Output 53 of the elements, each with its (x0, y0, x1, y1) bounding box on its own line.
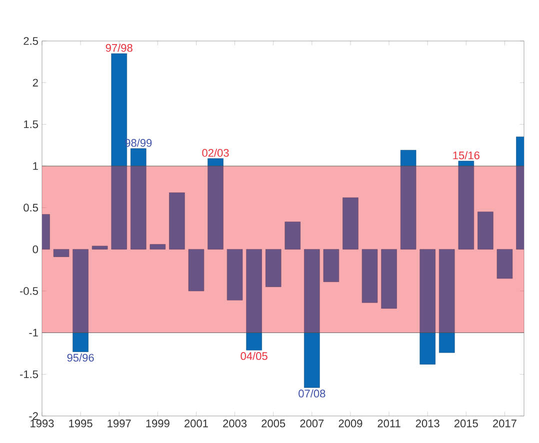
annotation: 97/98 (106, 44, 132, 52)
x-tick-label: 2005 (262, 420, 286, 428)
bar (304, 249, 320, 388)
y-tick-label: 2.5 (24, 37, 38, 45)
bar (169, 192, 185, 250)
annotation: 95/96 (67, 354, 94, 362)
annotation: 15/16 (453, 151, 480, 160)
x-tick-label: 2013 (416, 420, 440, 428)
bar (496, 249, 513, 279)
x-tick-label: 2007 (300, 420, 324, 428)
bar (111, 53, 127, 250)
bar (439, 249, 455, 353)
x-tick-label: 1993 (30, 420, 54, 428)
bar (266, 249, 282, 287)
bar (226, 249, 243, 300)
bar (188, 249, 204, 292)
bar (130, 148, 146, 250)
x-tick-label: 2003 (223, 420, 247, 428)
y-tick-label: 1.5 (24, 120, 38, 128)
x-tick-label: 2015 (454, 420, 478, 428)
bar (362, 249, 378, 303)
annotation: 07/08 (298, 389, 326, 398)
bar (92, 246, 108, 250)
bar (284, 222, 301, 250)
bar (381, 249, 397, 309)
y-tick-label: 2 (32, 78, 38, 86)
y-tick-label: 0 (32, 245, 38, 254)
y-tick-label: -1.5 (20, 370, 38, 378)
bar (478, 212, 494, 250)
bar (246, 249, 262, 350)
bar (72, 249, 88, 352)
x-tick-label: 1999 (146, 420, 170, 428)
bar (323, 249, 340, 282)
x-tick-label: 2009 (338, 420, 362, 428)
bar (420, 249, 436, 364)
annotation: 04/05 (240, 352, 268, 360)
y-tick-label: -2 (29, 412, 38, 420)
bar (400, 150, 416, 250)
bar (150, 244, 166, 250)
y-tick-label: 0.5 (24, 204, 38, 212)
x-tick-label: 1997 (108, 420, 131, 428)
bar (458, 160, 474, 250)
bar (53, 249, 70, 257)
bar (208, 158, 224, 250)
y-tick-label: -1 (29, 328, 38, 336)
x-tick-label: 2011 (378, 420, 400, 428)
x-tick-label: 2001 (184, 420, 208, 428)
bar (342, 198, 358, 250)
annotation: 02/03 (202, 148, 229, 157)
y-tick-label: 1 (33, 162, 38, 170)
x-tick-label: 2017 (493, 420, 516, 428)
y-tick-label: -0.5 (20, 287, 38, 295)
x-tick-label: 1995 (69, 420, 92, 428)
